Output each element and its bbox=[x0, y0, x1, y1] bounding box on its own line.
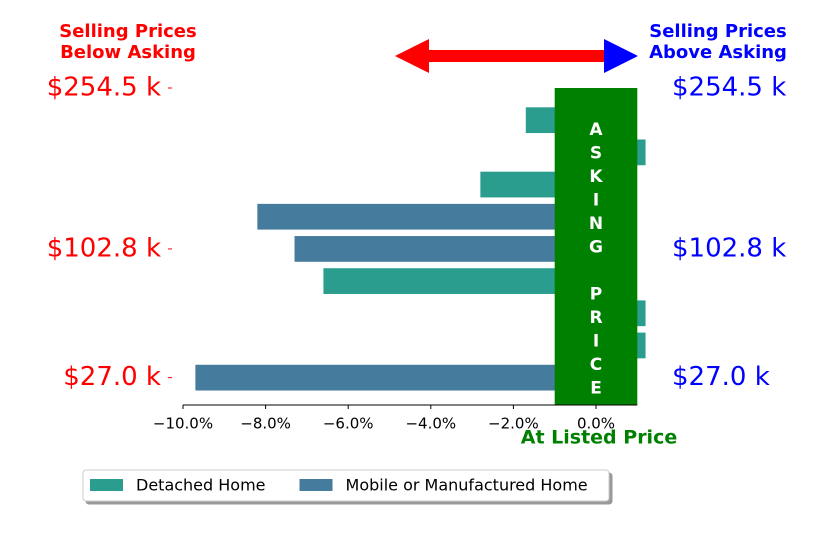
legend-label: Mobile or Manufactured Home bbox=[346, 476, 588, 495]
x-tick-label: −4.0% bbox=[405, 415, 456, 433]
x-tick-label: −6.0% bbox=[323, 415, 374, 433]
x-tick-label: 0.0% bbox=[577, 415, 615, 433]
y-tick-label: $27.0 k bbox=[63, 362, 161, 392]
header-line: Below Asking bbox=[60, 42, 196, 63]
x-label: At Listed Price bbox=[521, 427, 677, 449]
bar bbox=[257, 203, 596, 230]
x-tick-label: −10.0% bbox=[153, 415, 213, 433]
header-line: Selling Prices bbox=[649, 21, 786, 42]
bar bbox=[294, 236, 596, 262]
legend-box bbox=[82, 469, 610, 502]
header-line: Above Asking bbox=[649, 42, 787, 63]
legend: Detached Home Mobile or Manufactured Home bbox=[82, 469, 610, 502]
y-tick-label: $102.8 k bbox=[47, 233, 161, 263]
y-tick-label-right: $102.8 k bbox=[672, 233, 786, 263]
asking-band bbox=[554, 88, 638, 405]
x-tick-label: −8.0% bbox=[240, 415, 291, 433]
y-tick-label-right: $27.0 k bbox=[672, 362, 770, 392]
direction-arrow bbox=[395, 39, 638, 73]
y-tick-label: $254.5 k bbox=[47, 73, 161, 103]
legend-label: Detached Home bbox=[136, 476, 266, 495]
bar bbox=[323, 268, 596, 294]
header-line: Selling Prices bbox=[59, 21, 196, 42]
bar bbox=[195, 364, 596, 391]
y-tick-label-right: $254.5 k bbox=[672, 73, 786, 103]
legend-swatch bbox=[299, 479, 333, 491]
legend-swatch bbox=[90, 479, 123, 491]
band-label: ASKING PRICE bbox=[586, 120, 606, 402]
x-tick-label: −2.0% bbox=[488, 415, 539, 433]
